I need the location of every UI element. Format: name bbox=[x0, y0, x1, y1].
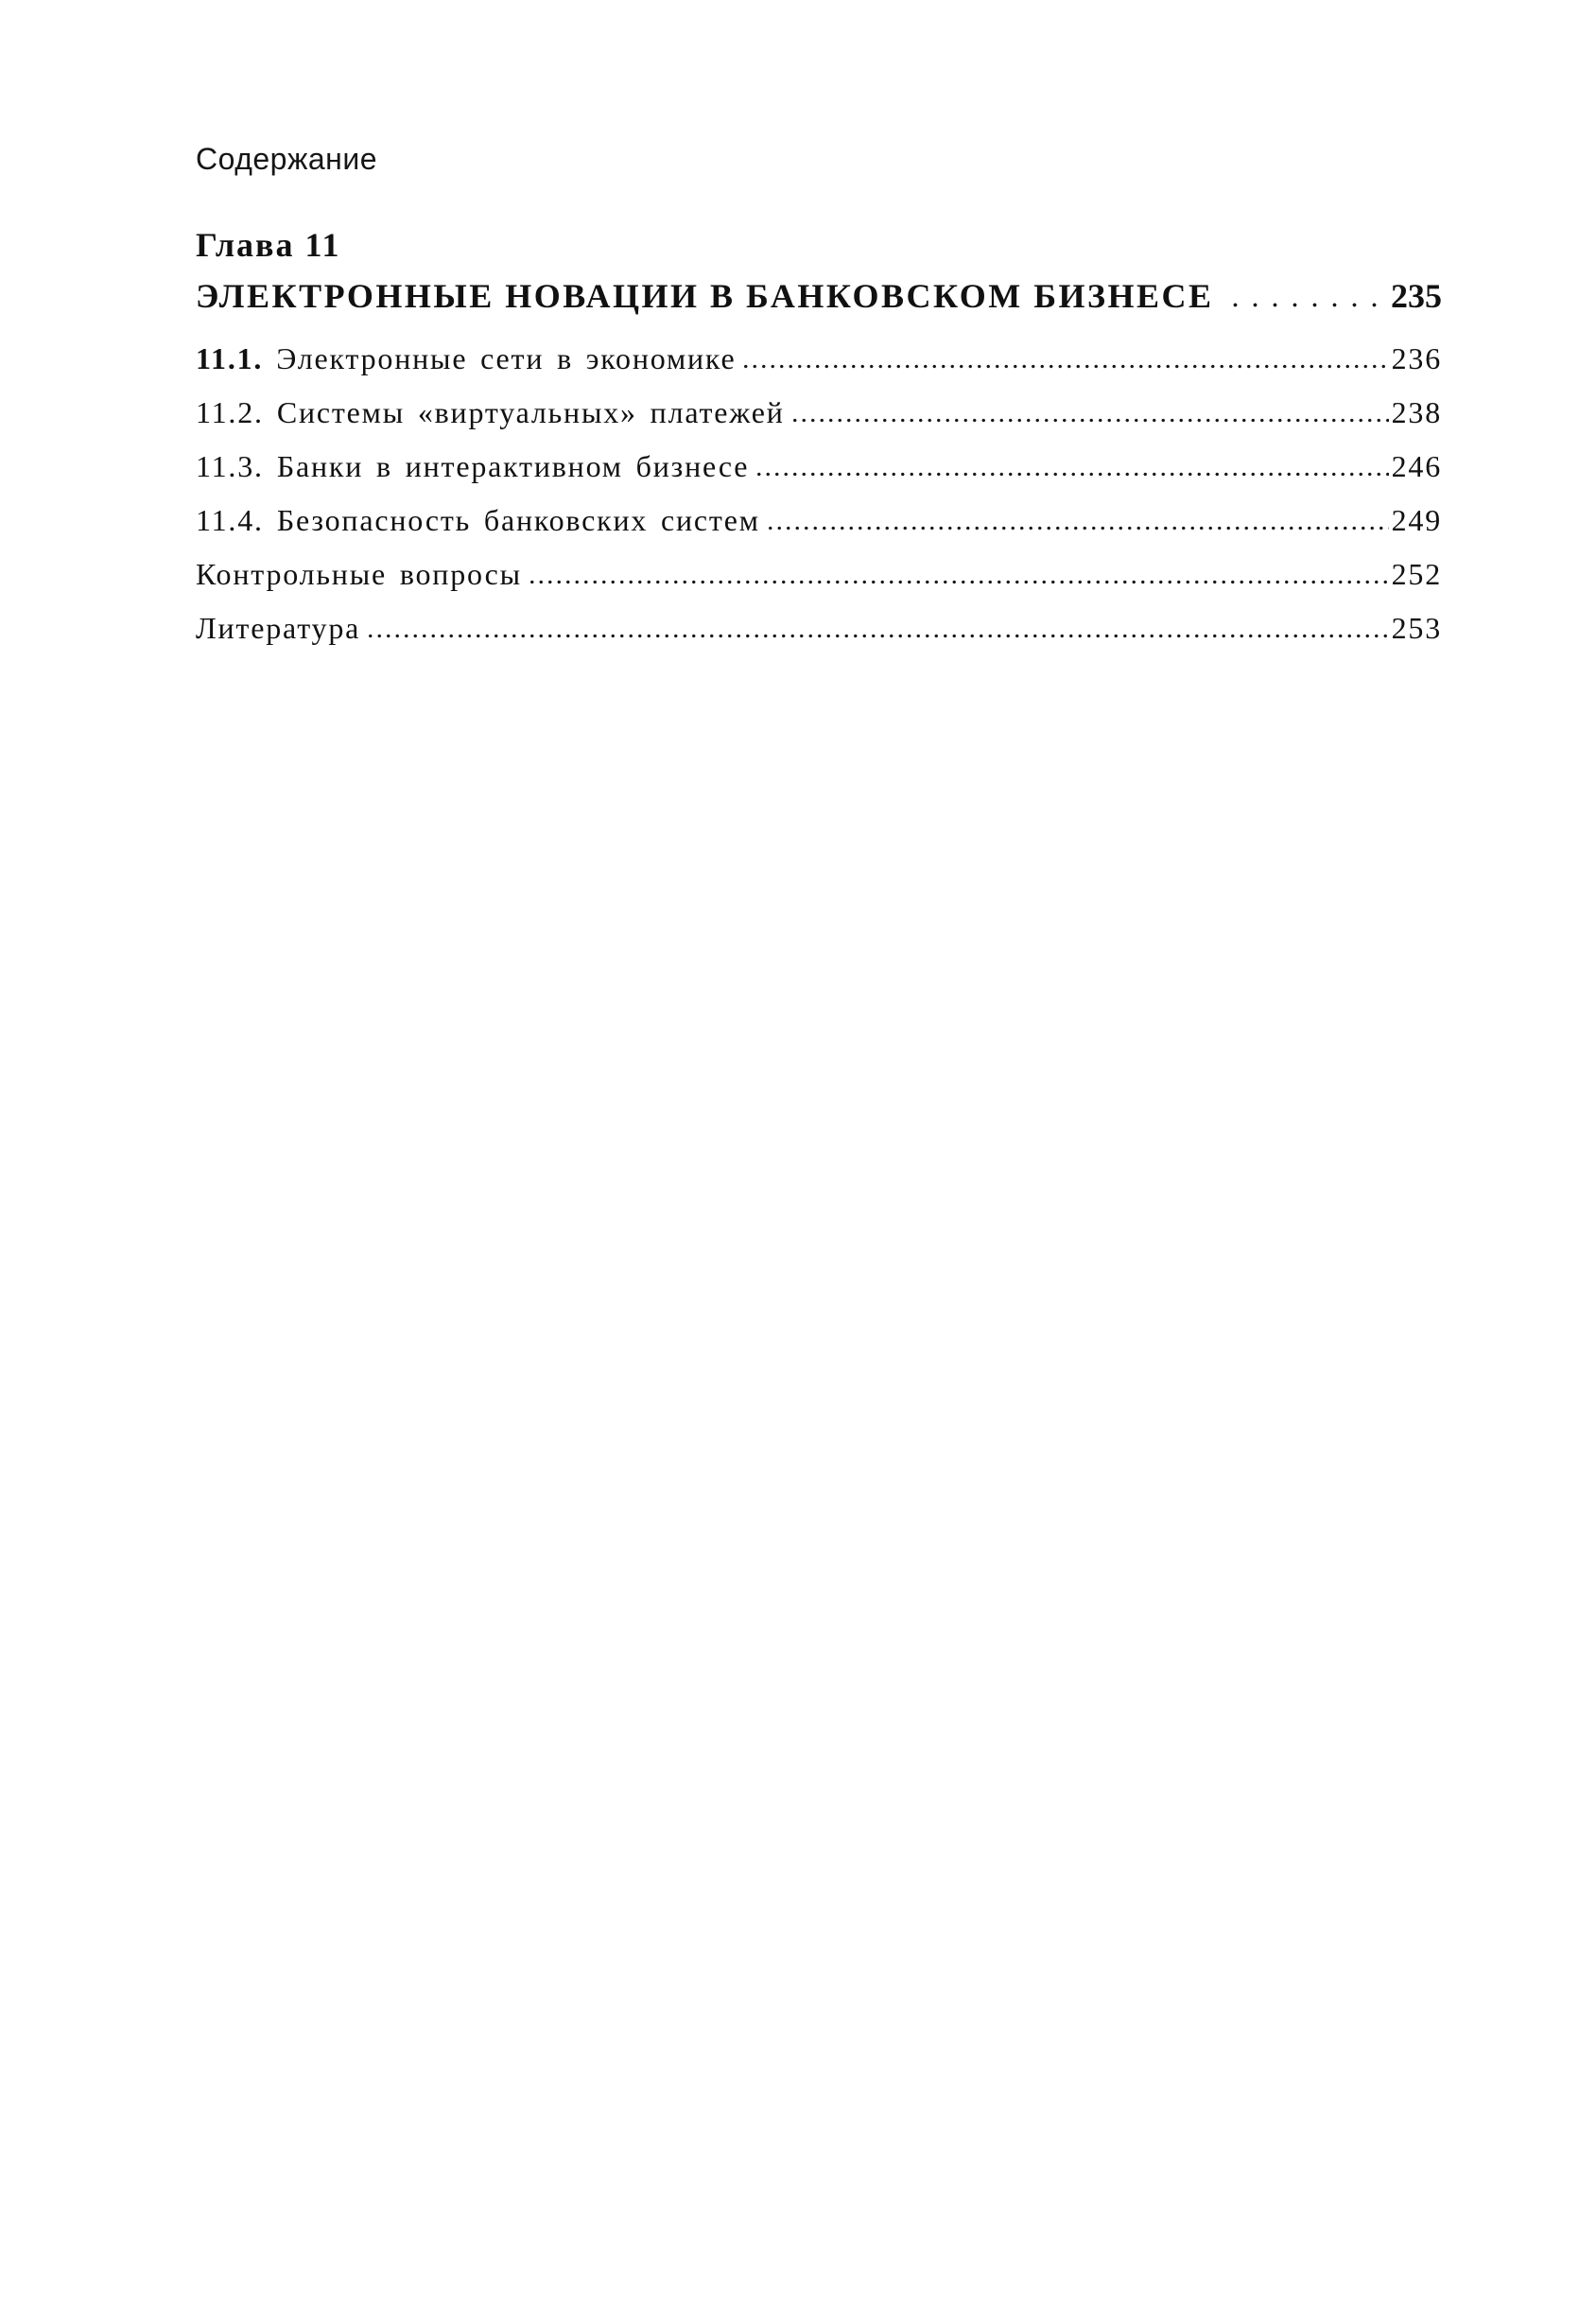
toc-row: Литература 253 bbox=[196, 609, 1442, 647]
chapter-label: Глава 11 bbox=[196, 226, 341, 264]
toc-entry-page: 253 bbox=[1391, 611, 1442, 645]
toc-entries: 11.1. Электронные сети в экономике 236 1… bbox=[196, 339, 1442, 647]
toc-entry-number: 11.1. bbox=[196, 341, 264, 375]
dot-leader bbox=[789, 418, 1389, 423]
toc-entry-title: Системы «виртуальных» платежей bbox=[276, 395, 785, 429]
toc-entry-page: 252 bbox=[1391, 557, 1442, 591]
toc-entry-number: 11.4. bbox=[196, 503, 264, 537]
toc-entry-title: Литература bbox=[196, 611, 361, 645]
chapter-title: ЭЛЕКТРОННЫЕ НОВАЦИИ В БАНКОВСКОМ БИЗНЕСЕ bbox=[196, 277, 1214, 315]
toc-entry-title: Безопасность банковских систем bbox=[276, 503, 760, 537]
toc-row: 11.3. Банки в интерактивном бизнесе 246 bbox=[196, 447, 1442, 485]
dot-leader bbox=[755, 472, 1389, 477]
toc-entry-page: 238 bbox=[1391, 395, 1442, 429]
toc-entry-number: 11.3. bbox=[196, 449, 264, 483]
toc-entry-page: 249 bbox=[1391, 503, 1442, 537]
dot-leader bbox=[765, 526, 1389, 531]
chapter-title-row: ЭЛЕКТРОННЫЕ НОВАЦИИ В БАНКОВСКОМ БИЗНЕСЕ… bbox=[196, 270, 1442, 322]
toc-row: Контрольные вопросы 252 bbox=[196, 555, 1442, 593]
toc-entry-number: 11.2. bbox=[196, 395, 264, 429]
toc-row: 11.1. Электронные сети в экономике 236 bbox=[196, 339, 1442, 377]
chapter-page-number: 235 bbox=[1391, 277, 1442, 315]
toc-entry-title: Банки в интерактивном бизнесе bbox=[276, 449, 750, 483]
dot-leader bbox=[741, 364, 1389, 369]
dot-leader bbox=[366, 634, 1389, 638]
dot-leader bbox=[527, 580, 1389, 584]
dot-leader bbox=[1224, 303, 1383, 307]
toc-header: Содержание bbox=[196, 142, 378, 176]
toc-entry-page: 236 bbox=[1391, 341, 1442, 375]
toc-row: 11.4. Безопасность банковских систем 249 bbox=[196, 501, 1442, 539]
toc-entry-page: 246 bbox=[1391, 449, 1442, 483]
toc-row: 11.2. Системы «виртуальных» платежей 238 bbox=[196, 393, 1442, 431]
toc-content: Содержание Глава 11 ЭЛЕКТРОННЫЕ НОВАЦИИ … bbox=[196, 142, 1442, 663]
toc-entry-title: Электронные сети в экономике bbox=[276, 341, 737, 375]
toc-entry-title: Контрольные вопросы bbox=[196, 557, 522, 591]
